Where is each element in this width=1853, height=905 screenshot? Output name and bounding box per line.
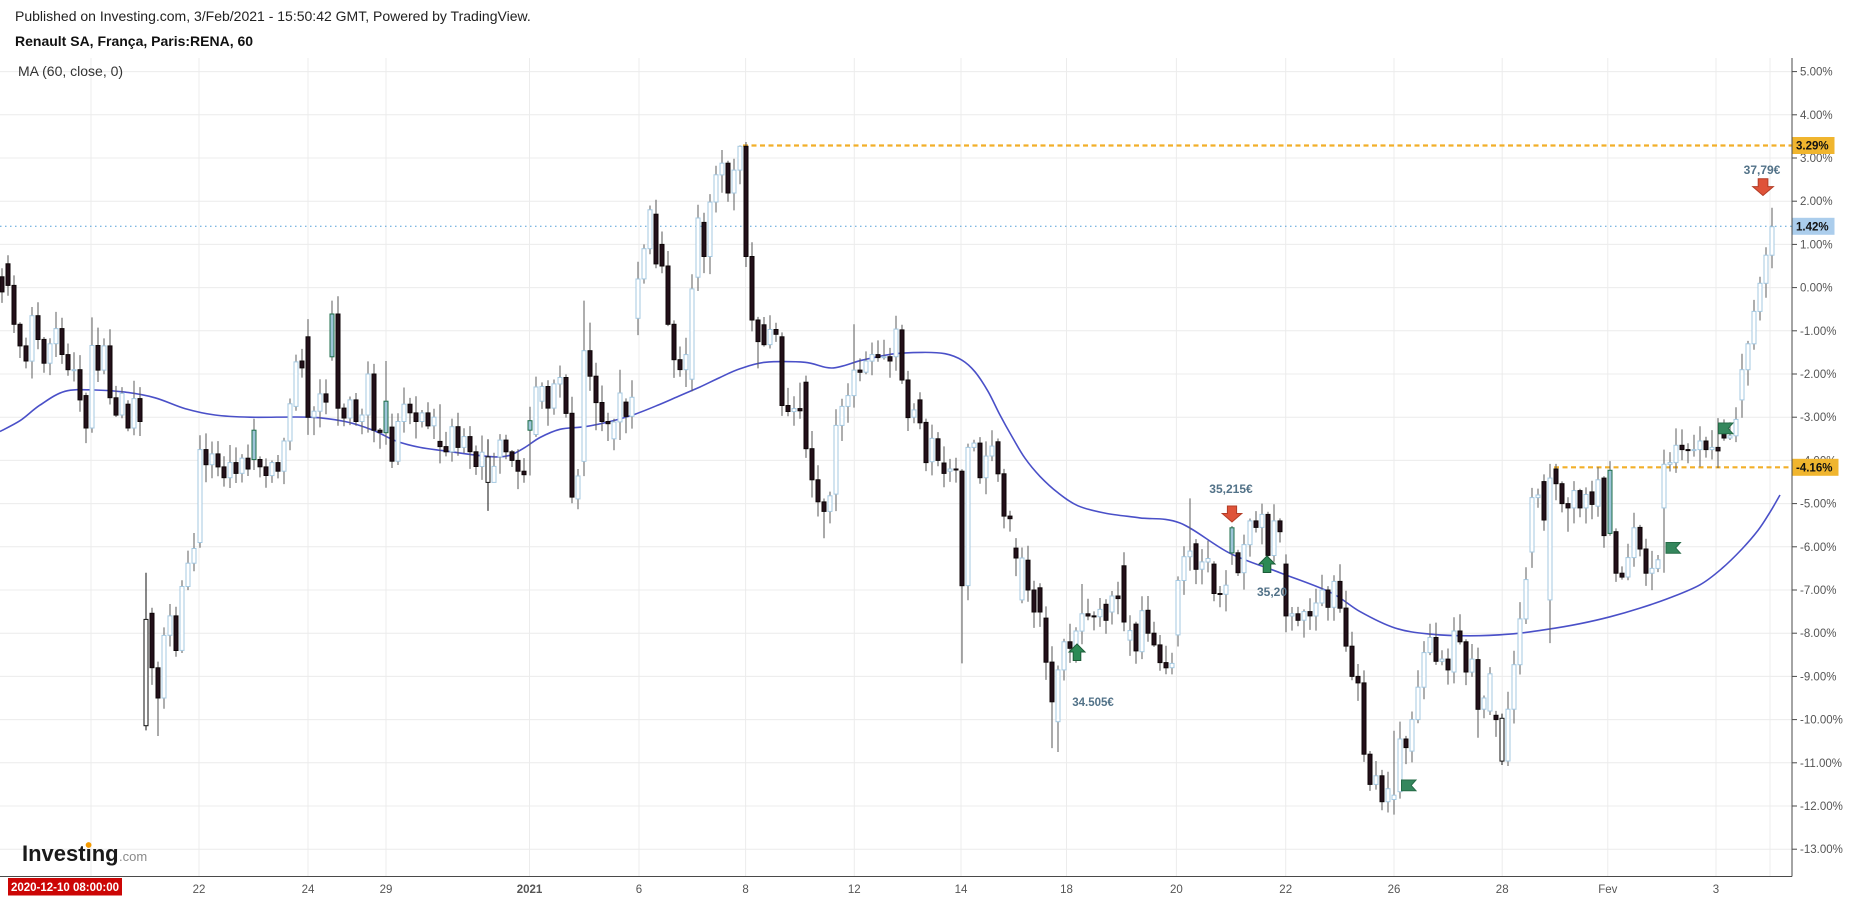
svg-text:1.42%: 1.42% [1796,221,1829,233]
svg-text:35,20: 35,20 [1257,585,1287,599]
svg-text:14: 14 [955,884,968,896]
svg-text:Published on Investing.com, 3/: Published on Investing.com, 3/Feb/2021 -… [15,8,531,24]
svg-text:-2.00%: -2.00% [1800,369,1836,381]
svg-text:20: 20 [1170,884,1183,896]
svg-text:-10.00%: -10.00% [1800,715,1843,727]
svg-text:Renault SA, França, Paris:RENA: Renault SA, França, Paris:RENA, 60 [15,33,253,49]
svg-text:18: 18 [1060,884,1073,896]
svg-text:-12.00%: -12.00% [1800,801,1843,813]
svg-text:-11.00%: -11.00% [1800,758,1842,770]
svg-text:22: 22 [193,884,206,896]
svg-text:-9.00%: -9.00% [1800,671,1836,683]
svg-text:26: 26 [1388,884,1401,896]
svg-text:-13.00%: -13.00% [1800,844,1843,856]
svg-text:Investing: Investing [22,841,119,866]
svg-text:1.00%: 1.00% [1800,239,1833,251]
svg-text:12: 12 [848,884,861,896]
svg-text:34.505€: 34.505€ [1072,697,1114,709]
svg-text:0.00%: 0.00% [1800,283,1833,295]
svg-text:8: 8 [742,884,748,896]
svg-text:3.29%: 3.29% [1796,141,1829,153]
svg-text:37,79€: 37,79€ [1744,163,1781,177]
svg-text:2020-12-10 08:00:00: 2020-12-10 08:00:00 [11,882,119,894]
svg-text:-5.00%: -5.00% [1800,499,1836,511]
svg-text:24: 24 [302,884,315,896]
svg-text:-1.00%: -1.00% [1800,326,1836,338]
svg-text:22: 22 [1279,884,1292,896]
svg-text:3: 3 [1713,884,1719,896]
svg-text:35,215€: 35,215€ [1209,482,1253,496]
svg-text:-7.00%: -7.00% [1800,585,1836,597]
svg-text:2.00%: 2.00% [1800,196,1833,208]
svg-text:6: 6 [636,884,642,896]
svg-text:-8.00%: -8.00% [1800,628,1836,640]
svg-text:.com: .com [119,849,147,864]
svg-text:28: 28 [1496,884,1509,896]
svg-text:3.00%: 3.00% [1800,153,1833,165]
svg-text:-4.16%: -4.16% [1796,462,1832,474]
svg-text:2021: 2021 [517,884,543,896]
svg-text:4.00%: 4.00% [1800,110,1833,122]
svg-text:-3.00%: -3.00% [1800,412,1836,424]
svg-text:MA (60, close, 0): MA (60, close, 0) [18,63,123,79]
svg-text:29: 29 [380,884,393,896]
svg-text:Fev: Fev [1598,884,1617,896]
svg-text:5.00%: 5.00% [1800,67,1833,79]
svg-text:-6.00%: -6.00% [1800,542,1836,554]
